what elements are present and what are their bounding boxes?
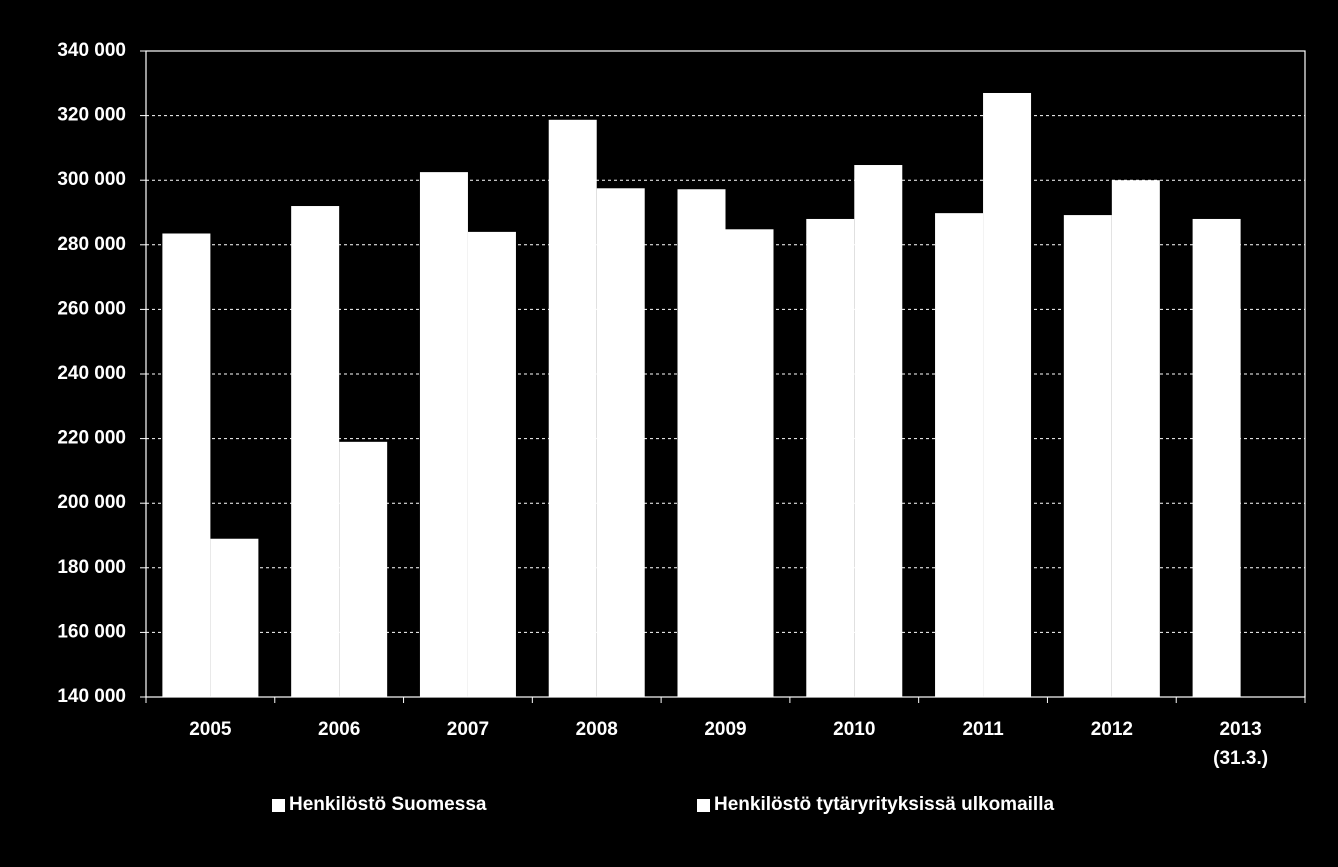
y-tick-label: 280 000 [57, 234, 126, 255]
x-axis-tick-labels: 2005 2006 2007 2008 2009 2010 2011 2012 2013 (31.… [189, 719, 1268, 769]
y-tick-label: 140 000 [57, 686, 126, 707]
bar-series-1 [806, 218, 855, 697]
legend-item-suomessa: Henkilöstö Suomessa [272, 794, 486, 816]
bar-series-2 [467, 231, 516, 697]
bar-series-2 [725, 229, 774, 697]
bar-series-2 [210, 538, 259, 697]
x-tick-label: 2012 [1091, 719, 1133, 740]
x-tick-label: 2011 [962, 719, 1004, 740]
legend-label: Henkilöstö tytäryrityksissä ulkomailla [714, 794, 1055, 815]
y-tick-label: 200 000 [57, 492, 126, 513]
x-tick-label: 2005 [189, 719, 232, 740]
y-tick-label: 300 000 [57, 169, 126, 190]
bars [162, 92, 1241, 698]
bar-series-1 [935, 213, 984, 697]
x-tick-label: 2010 [833, 719, 875, 740]
bar-series-1 [677, 189, 726, 697]
y-tick-label: 260 000 [57, 298, 126, 319]
bar-series-1 [1063, 215, 1112, 698]
x-tick-label: 2008 [576, 719, 618, 740]
y-tick-label: 160 000 [57, 621, 126, 642]
bar-series-1 [162, 233, 211, 697]
bar-series-1 [291, 206, 340, 698]
legend-item-ulkomailla: Henkilöstö tytäryrityksissä ulkomailla [697, 794, 1054, 816]
axes [140, 50, 1306, 703]
x-tick-label: 2006 [318, 719, 360, 740]
bar-series-1 [419, 172, 468, 697]
bar-series-2 [1111, 180, 1160, 697]
bar-series-2 [339, 441, 388, 697]
y-tick-label: 220 000 [57, 428, 126, 449]
legend-swatch [272, 798, 285, 812]
y-tick-label: 240 000 [57, 363, 126, 384]
bar-series-1 [548, 119, 597, 697]
legend-swatch [697, 798, 710, 812]
y-tick-label: 180 000 [57, 557, 126, 578]
bar-series-2 [596, 188, 645, 697]
y-axis-tick-labels: 140 000 160 000 180 000 200 000 220 000 240 0… [57, 40, 126, 707]
y-tick-label: 340 000 [57, 40, 126, 61]
legend-label: Henkilöstö Suomessa [289, 794, 487, 815]
bar-series-1 [1192, 218, 1241, 697]
x-tick-label: (31.3.) [1213, 748, 1268, 769]
x-tick-label: 2007 [447, 719, 489, 740]
x-tick-label: 2013 [1219, 719, 1261, 740]
x-tick-label: 2009 [704, 719, 746, 740]
bar-series-2 [983, 92, 1032, 698]
plot-area-border [145, 50, 1306, 698]
y-tick-label: 320 000 [57, 105, 126, 126]
bar-series-2 [854, 165, 903, 698]
